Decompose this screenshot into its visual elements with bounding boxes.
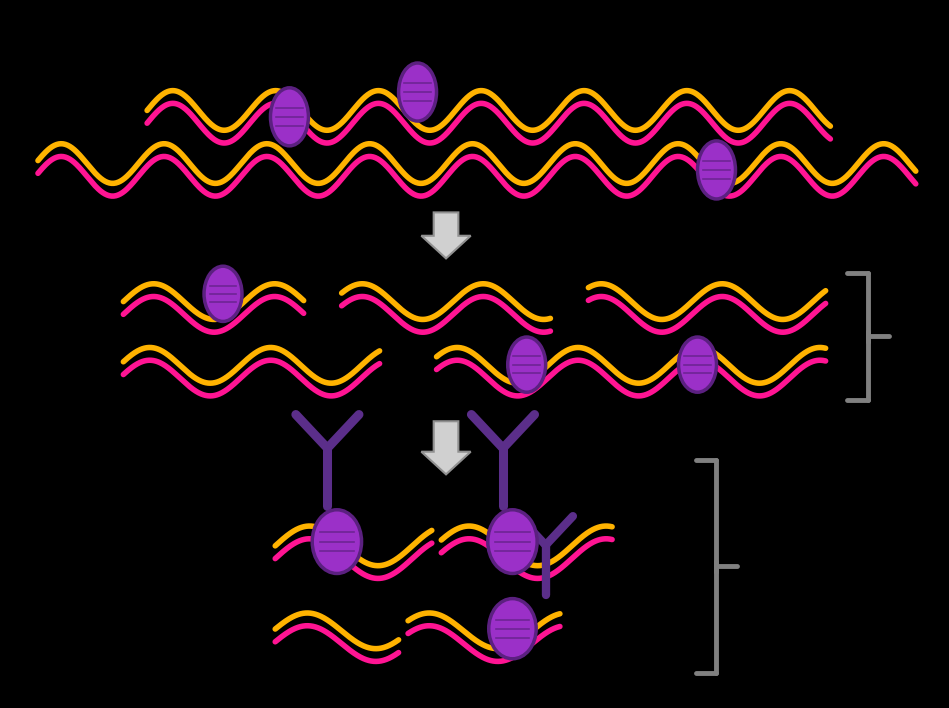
Ellipse shape xyxy=(508,337,546,392)
Ellipse shape xyxy=(312,510,362,573)
FancyArrow shape xyxy=(421,212,471,258)
Ellipse shape xyxy=(488,510,537,573)
FancyArrow shape xyxy=(421,421,471,474)
Ellipse shape xyxy=(489,598,536,658)
Ellipse shape xyxy=(679,337,716,392)
Ellipse shape xyxy=(698,141,735,199)
Ellipse shape xyxy=(399,63,437,121)
Ellipse shape xyxy=(270,88,308,146)
Ellipse shape xyxy=(204,266,242,321)
